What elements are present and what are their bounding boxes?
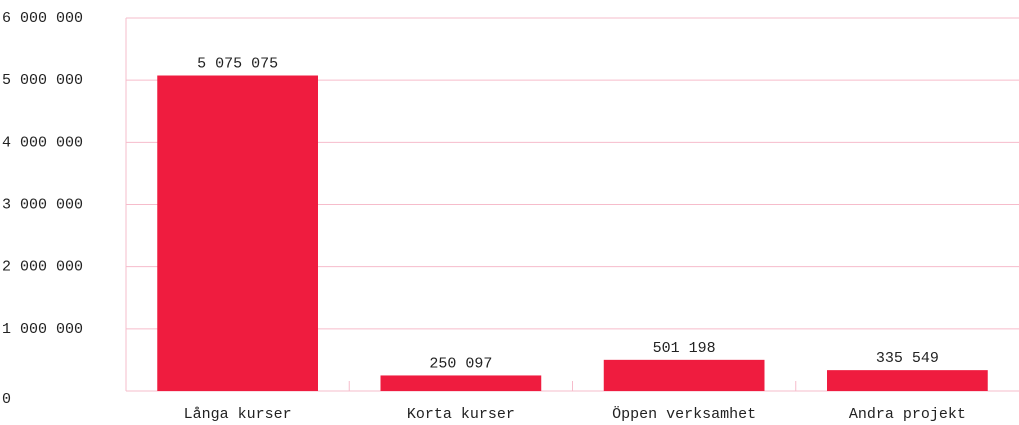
value-label: 250 097 [429,355,492,372]
y-tick-label: 4 000 000 [2,134,83,151]
bar [827,370,988,391]
value-label: 5 075 075 [197,55,278,72]
y-tick-label: 6 000 000 [2,10,83,27]
x-tick-label: Andra projekt [849,406,966,423]
x-tick-label: Korta kurser [407,406,515,423]
y-tick-label: 2 000 000 [2,259,83,276]
x-tick-label: Långa kurser [184,406,292,423]
y-tick-label: 3 000 000 [2,196,83,213]
y-tick-label: 5 000 000 [2,72,83,89]
bar [603,359,765,391]
bar [157,75,318,391]
bar [380,375,542,391]
value-label: 335 549 [876,350,939,367]
y-tick-label: 1 000 000 [2,321,83,338]
value-label: 501 198 [653,340,716,357]
y-tick-label: 0 [2,391,11,408]
x-tick-label: Öppen verksamhet [612,405,756,423]
